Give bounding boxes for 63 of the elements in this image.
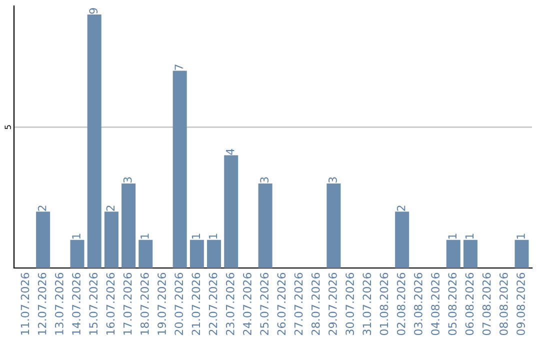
x-tick-label: 28.07.2026 — [311, 272, 320, 335]
x-tick-label: 16.07.2026 — [106, 272, 115, 335]
x-tick-label: 27.07.2026 — [294, 272, 303, 335]
x-tick-label: 19.07.2026 — [158, 272, 166, 335]
data-label: 1 — [72, 234, 80, 239]
data-label: 1 — [448, 234, 456, 239]
x-tick-label: 03.08.2026 — [414, 272, 422, 336]
x-tick-label: 21.07.2026 — [192, 272, 200, 335]
bar — [326, 183, 341, 268]
x-tick-label: 29.07.2026 — [328, 272, 337, 335]
data-label: 2 — [106, 206, 115, 211]
x-tick-label: 09.08.2026 — [516, 272, 525, 336]
data-label: 2 — [38, 206, 46, 211]
bar — [138, 240, 153, 268]
bar — [446, 240, 460, 268]
x-tick-label: 02.08.2026 — [396, 272, 406, 336]
x-tick-label: 15.07.2026 — [89, 272, 98, 335]
x-tick-label: 20.07.2026 — [174, 272, 184, 335]
bar — [36, 212, 50, 268]
x-tick-label: 18.07.2026 — [140, 272, 149, 335]
x-tick-label: 13.07.2026 — [54, 272, 64, 335]
data-label: 1 — [516, 234, 525, 239]
data-label: 2 — [396, 206, 406, 211]
bar — [224, 155, 238, 268]
data-label: 1 — [192, 234, 200, 239]
data-label: 1 — [208, 234, 218, 239]
data-label: 3 — [328, 177, 337, 183]
bar — [207, 240, 222, 268]
data-label: 7 — [174, 64, 183, 70]
x-tick-label: 17.07.2026 — [123, 272, 132, 335]
x-tick-label: 23.07.2026 — [226, 272, 234, 335]
bar — [463, 240, 478, 268]
bar — [70, 240, 84, 268]
x-tick-label: 25.07.2026 — [260, 272, 269, 335]
x-tick-label: 24.07.2026 — [243, 272, 252, 335]
x-tick-label: 11.07.2026 — [20, 272, 30, 335]
x-tick-label: 31.07.2026 — [362, 272, 372, 335]
bar — [258, 183, 272, 268]
x-tick-label: 04.08.2026 — [431, 272, 440, 336]
bar — [172, 70, 187, 268]
x-tick-label: 01.08.2026 — [380, 272, 388, 336]
bar — [122, 183, 136, 268]
data-label: 1 — [465, 234, 474, 239]
x-tick-label: 30.07.2026 — [346, 272, 354, 335]
x-tick-label: 06.08.2026 — [465, 272, 474, 336]
bar — [104, 212, 118, 268]
data-label: 1 — [140, 234, 149, 239]
bar — [87, 14, 102, 268]
bar — [514, 240, 529, 268]
bar — [190, 240, 204, 268]
bar — [395, 212, 410, 268]
x-tick-label: 26.07.2026 — [277, 272, 286, 335]
x-tick-label: 12.07.2026 — [38, 272, 46, 335]
x-tick-label: 07.08.2026 — [482, 272, 491, 336]
data-label: 9 — [89, 8, 98, 14]
x-tick-label: 08.08.2026 — [499, 272, 508, 336]
x-tick-label: 22.07.2026 — [208, 272, 218, 335]
data-label: 4 — [226, 148, 234, 155]
y-tick-label: 5 — [4, 125, 11, 130]
x-tick-label: 14.07.2026 — [72, 272, 80, 335]
data-label: 3 — [260, 177, 269, 183]
data-label: 3 — [123, 177, 132, 183]
x-tick-label: 05.08.2026 — [448, 272, 457, 336]
